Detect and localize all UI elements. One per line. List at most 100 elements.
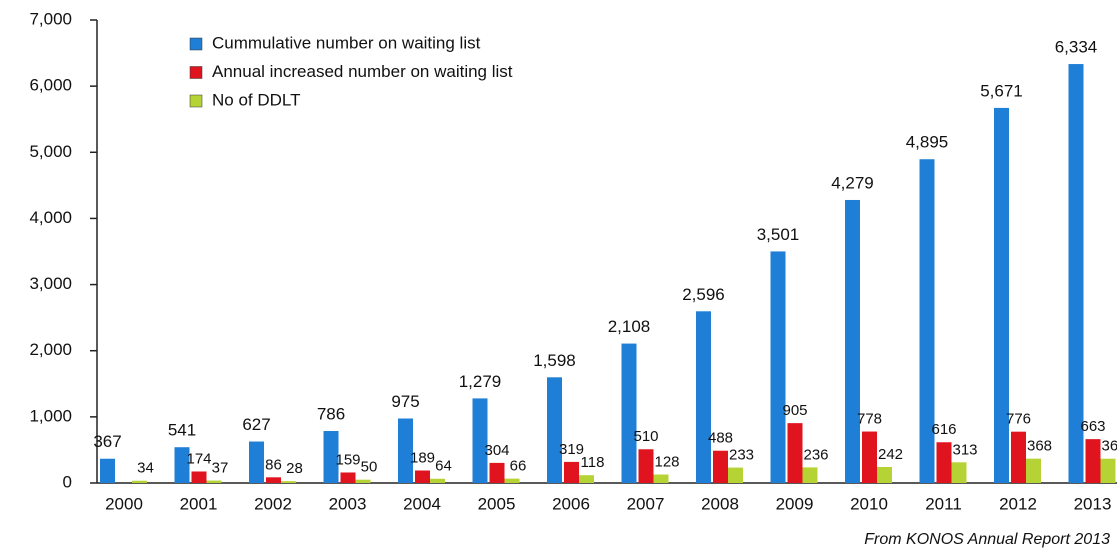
value-label: 233 <box>729 447 754 464</box>
bar <box>1026 458 1041 483</box>
bar <box>398 418 413 483</box>
y-tick-label: 1,000 <box>29 406 72 425</box>
value-label: 64 <box>435 458 452 475</box>
y-tick-label: 0 <box>63 472 72 491</box>
value-label: 1,598 <box>533 351 576 370</box>
bar <box>579 475 594 483</box>
value-label: 37 <box>212 460 229 477</box>
legend-swatch <box>189 37 203 51</box>
bar <box>266 477 281 483</box>
bar <box>132 480 147 483</box>
value-label: 616 <box>931 421 956 438</box>
value-label: 6,334 <box>1055 38 1098 57</box>
value-label: 778 <box>857 411 882 428</box>
bar <box>355 479 371 483</box>
value-label: 242 <box>878 446 903 463</box>
value-label: 627 <box>242 415 270 434</box>
x-tick-label: 2003 <box>329 494 367 513</box>
x-tick-label: 2011 <box>925 494 962 513</box>
value-label: 174 <box>186 450 211 467</box>
bar <box>340 472 356 483</box>
value-label: 159 <box>335 451 360 468</box>
legend-label: Annual increased number on waiting list <box>212 62 513 81</box>
y-tick-label: 5,000 <box>29 142 72 161</box>
annotation: From KONOS Annual Report 2013 <box>864 531 1110 548</box>
value-label: 4,895 <box>906 133 949 152</box>
bar <box>281 481 296 483</box>
legend-swatch <box>189 94 203 108</box>
value-label: 1,279 <box>459 372 502 391</box>
bar <box>100 458 115 483</box>
value-label: 786 <box>317 404 345 423</box>
x-tick-label: 2000 <box>105 494 143 513</box>
bar <box>862 431 877 483</box>
bar <box>877 466 892 483</box>
value-label: 663 <box>1080 418 1105 435</box>
bar <box>653 474 669 483</box>
bar <box>951 462 967 483</box>
value-label: 50 <box>361 459 378 476</box>
value-label: 28 <box>286 460 303 477</box>
bar <box>206 480 222 483</box>
value-label: 118 <box>581 454 605 471</box>
value-label: 2,108 <box>608 317 651 336</box>
x-tick-label: 2008 <box>701 494 739 513</box>
bar <box>638 449 654 483</box>
bar <box>994 107 1009 483</box>
bar <box>174 447 190 483</box>
value-label: 34 <box>137 460 154 477</box>
value-label: 368 <box>1027 438 1052 455</box>
bar <box>802 467 818 483</box>
value-label: 4,279 <box>831 173 874 192</box>
bar <box>621 343 637 483</box>
value-label: 5,671 <box>980 81 1023 100</box>
bar <box>1085 439 1101 483</box>
bar <box>191 471 207 483</box>
y-tick-label: 6,000 <box>29 76 72 95</box>
legend-label: Cummulative number on waiting list <box>212 33 481 52</box>
bar <box>919 159 935 483</box>
value-label: 236 <box>803 446 828 463</box>
value-label: 975 <box>391 392 419 411</box>
bar <box>728 467 743 483</box>
value-label: 541 <box>168 421 196 440</box>
x-tick-label: 2002 <box>254 494 292 513</box>
x-tick-label: 2006 <box>552 494 590 513</box>
value-label: 66 <box>510 458 527 475</box>
bar <box>770 251 786 483</box>
value-label: 367 <box>93 432 121 451</box>
bar <box>713 450 728 483</box>
x-tick-label: 2009 <box>776 494 814 513</box>
value-label: 189 <box>410 449 435 466</box>
bar <box>323 431 339 483</box>
value-label: 319 <box>559 441 584 458</box>
value-label: 86 <box>265 456 282 473</box>
x-tick-label: 2001 <box>180 494 218 513</box>
x-tick-label: 2010 <box>850 494 888 513</box>
value-label: 488 <box>708 430 733 447</box>
bar <box>504 478 520 483</box>
x-tick-label: 2004 <box>403 494 441 513</box>
value-label: 128 <box>654 454 679 471</box>
bar <box>489 462 505 483</box>
bar <box>1011 431 1026 483</box>
value-label: 304 <box>484 442 509 459</box>
legend-label: No of DDLT <box>212 90 301 109</box>
value-label: 313 <box>952 441 977 458</box>
bar <box>845 199 860 483</box>
bar <box>249 441 264 483</box>
bar <box>564 461 579 483</box>
value-label: 905 <box>782 402 807 419</box>
x-tick-label: 2007 <box>627 494 665 513</box>
bar <box>696 311 711 483</box>
value-label: 3,501 <box>757 225 800 244</box>
bar <box>936 442 952 483</box>
x-tick-label: 2012 <box>999 494 1037 513</box>
value-label: 367 <box>1101 438 1117 455</box>
x-tick-label: 2005 <box>478 494 516 513</box>
value-label: 2,596 <box>682 285 725 304</box>
y-tick-label: 2,000 <box>29 340 72 359</box>
bar <box>1068 64 1084 483</box>
y-tick-label: 4,000 <box>29 208 72 227</box>
